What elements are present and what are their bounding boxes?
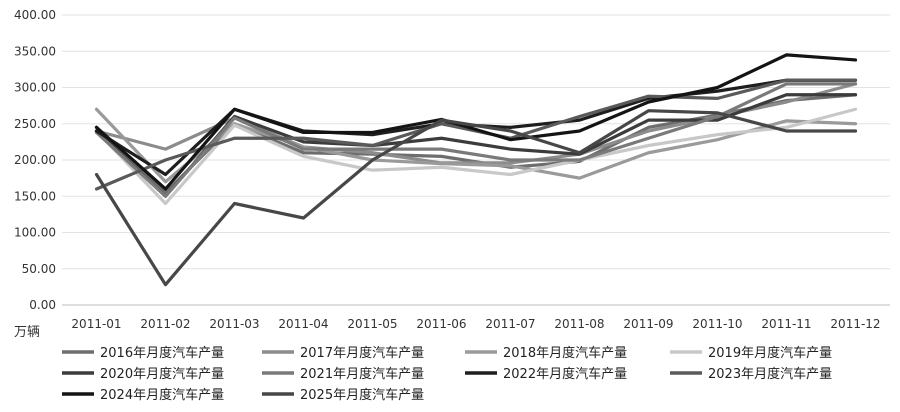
x-tick-label: 2011-01 <box>71 317 121 331</box>
legend-label: 2020年月度汽车产量 <box>100 366 224 382</box>
x-tick-label: 2011-10 <box>692 317 742 331</box>
legend-label: 2016年月度汽车产量 <box>100 345 224 361</box>
x-axis-ticks: 2011-01 2011-02 2011-03 2011-04 2011-05 2011-… <box>71 317 880 331</box>
legend-item: 2020年月度汽车产量 <box>62 366 224 382</box>
y-tick-label: 200.00 <box>14 153 56 167</box>
y-tick-label: 250.00 <box>14 117 56 131</box>
series-line-4 <box>94 107 858 206</box>
y-tick-label: 0.00 <box>29 298 56 312</box>
legend-item: 2017年月度汽车产量 <box>262 345 424 361</box>
series-lines <box>94 53 858 287</box>
x-tick-label: 2011-06 <box>416 317 466 331</box>
legend-label: 2022年月度汽车产量 <box>503 366 627 382</box>
x-tick-label: 2011-09 <box>623 317 673 331</box>
legend-item: 2016年月度汽车产量 <box>62 345 224 361</box>
x-tick-label: 2011-07 <box>485 317 535 331</box>
x-tick-label: 2011-03 <box>209 317 259 331</box>
legend-label: 2019年月度汽车产量 <box>708 345 832 361</box>
x-tick-label: 2011-12 <box>830 317 880 331</box>
series-line-9 <box>94 53 858 191</box>
x-tick-label: 2011-08 <box>554 317 604 331</box>
x-tick-label: 2011-05 <box>347 317 397 331</box>
legend-label: 2018年月度汽车产量 <box>503 345 627 361</box>
legend-item: 2024年月度汽车产量 <box>62 387 224 403</box>
legend-label: 2023年月度汽车产量 <box>708 366 832 382</box>
y-tick-label: 100.00 <box>14 226 56 240</box>
y-tick-label: 300.00 <box>14 81 56 95</box>
y-tick-label: 150.00 <box>14 189 56 203</box>
series-line-6 <box>94 82 858 198</box>
series-line-10 <box>94 109 858 287</box>
legend: 2016年月度汽车产量 2017年月度汽车产量 2018年月度汽车产量 2019年月度… <box>62 345 832 403</box>
x-tick-label: 2011-11 <box>761 317 811 331</box>
y-tick-label: 400.00 <box>14 8 56 22</box>
legend-label: 2021年月度汽车产量 <box>300 366 424 382</box>
unit-label: 万辆 <box>14 325 40 340</box>
legend-item: 2022年月度汽车产量 <box>465 366 627 382</box>
x-tick-label: 2011-02 <box>140 317 190 331</box>
legend-label: 2024年月度汽车产量 <box>100 387 224 403</box>
legend-item: 2021年月度汽车产量 <box>262 366 424 382</box>
y-axis-ticks: 0.00 50.00 100.00 150.00 200.00 250.00 300.00 3… <box>14 8 56 312</box>
legend-label: 2025年月度汽车产量 <box>300 387 424 403</box>
legend-item: 2019年月度汽车产量 <box>670 345 832 361</box>
x-tick-label: 2011-04 <box>278 317 328 331</box>
legend-item: 2025年月度汽车产量 <box>262 387 424 403</box>
y-tick-label: 50.00 <box>22 262 56 276</box>
legend-item: 2023年月度汽车产量 <box>670 366 832 382</box>
legend-item: 2018年月度汽车产量 <box>465 345 627 361</box>
y-tick-label: 350.00 <box>14 44 56 58</box>
legend-label: 2017年月度汽车产量 <box>300 345 424 361</box>
